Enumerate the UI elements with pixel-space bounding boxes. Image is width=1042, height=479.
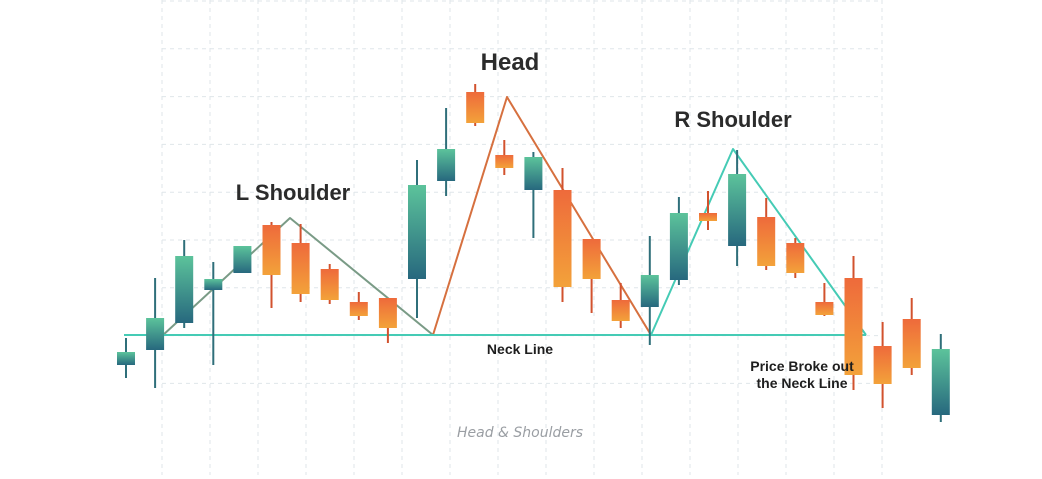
candle-bullish — [175, 256, 194, 323]
candle-bearish — [553, 190, 572, 287]
pattern-lines — [124, 96, 867, 337]
candle-bearish — [844, 278, 863, 375]
candle-bearish — [611, 300, 630, 321]
candle-bearish — [349, 302, 368, 316]
candle-bearish — [320, 269, 339, 300]
candle-bearish — [815, 302, 834, 315]
candle-bearish — [873, 346, 892, 384]
candle-bullish — [437, 149, 456, 181]
candle-bullish — [640, 275, 659, 307]
left-shoulder-line — [161, 217, 434, 337]
right-shoulder-label: R Shoulder — [674, 107, 792, 132]
candle-bearish — [902, 319, 921, 368]
chart-caption: Head & Shoulders — [457, 425, 583, 441]
neck-line-label: Neck Line — [487, 341, 553, 357]
candle-bearish — [495, 155, 514, 168]
candle-bullish — [146, 318, 165, 350]
candle-bullish — [728, 174, 747, 246]
head-label: Head — [481, 49, 540, 76]
candle-bearish — [262, 225, 281, 275]
breakout-label-line2: the Neck Line — [756, 375, 847, 391]
candle-bullish — [669, 213, 688, 280]
candle-bullish — [117, 352, 135, 365]
candles-layer — [117, 84, 950, 422]
head-line — [432, 96, 652, 336]
breakout-label-line1: Price Broke out — [750, 358, 854, 374]
candle-bearish — [757, 217, 776, 266]
left-shoulder-label: L Shoulder — [236, 180, 351, 205]
candle-bullish — [233, 246, 252, 273]
candle-bearish — [699, 213, 717, 221]
candle-bullish — [931, 349, 950, 415]
candle-bearish — [466, 92, 485, 123]
candle-bearish — [378, 298, 397, 328]
candle-bullish — [204, 279, 223, 290]
candle-bearish — [786, 243, 805, 273]
candle-bearish — [291, 243, 310, 294]
candle-bullish — [408, 185, 426, 279]
candle-bearish — [582, 239, 601, 279]
candle-bullish — [524, 157, 543, 190]
